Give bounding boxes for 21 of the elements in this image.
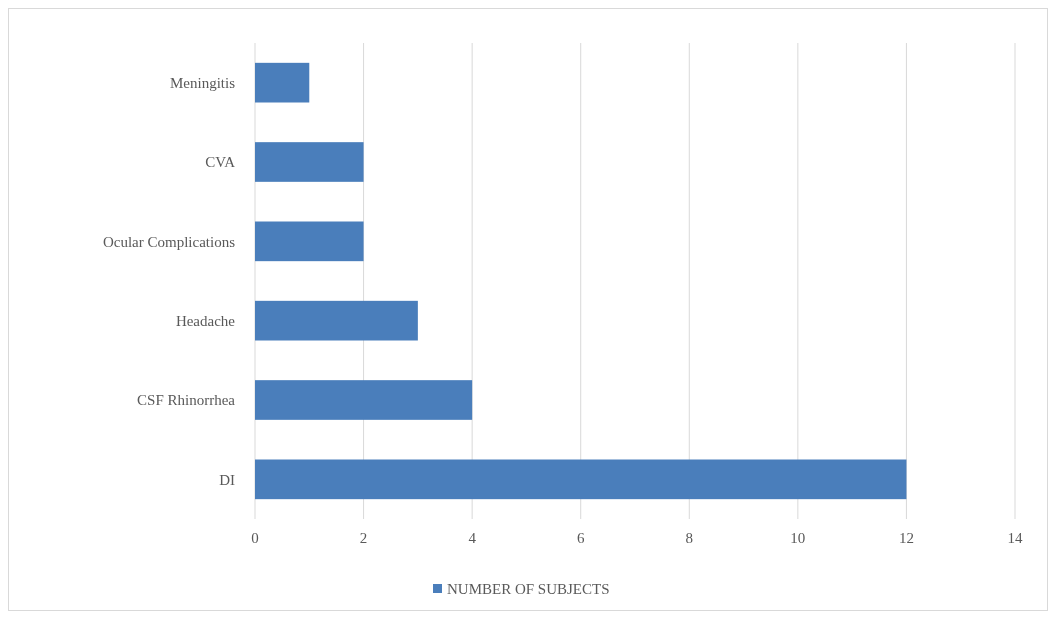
y-tick-label: Headache — [175, 312, 236, 329]
bar — [255, 300, 418, 341]
bar — [255, 459, 907, 500]
legend-label: NUMBER OF SUBJECTS — [447, 581, 610, 598]
x-tick-label: 0 — [251, 530, 259, 546]
bar — [255, 142, 364, 182]
x-tick-label: 12 — [898, 530, 914, 546]
x-tick-label: 4 — [468, 530, 477, 546]
x-tick-label: 14 — [1007, 530, 1023, 546]
y-tick-label: Meningitis — [169, 74, 236, 91]
y-tick-label: Ocular Complications — [102, 233, 236, 250]
bar — [255, 380, 473, 420]
x-tick-label: 8 — [685, 530, 694, 546]
x-tick-label: 10 — [790, 530, 806, 546]
y-tick-label: DI — [219, 471, 235, 488]
y-tick-label: CSF Rhinorrhea — [137, 392, 236, 409]
x-tick-label: 6 — [576, 530, 585, 546]
x-tick-label: 2 — [359, 530, 368, 546]
bar — [255, 62, 310, 103]
bar — [255, 221, 364, 262]
y-tick-label: CVA — [205, 154, 236, 171]
